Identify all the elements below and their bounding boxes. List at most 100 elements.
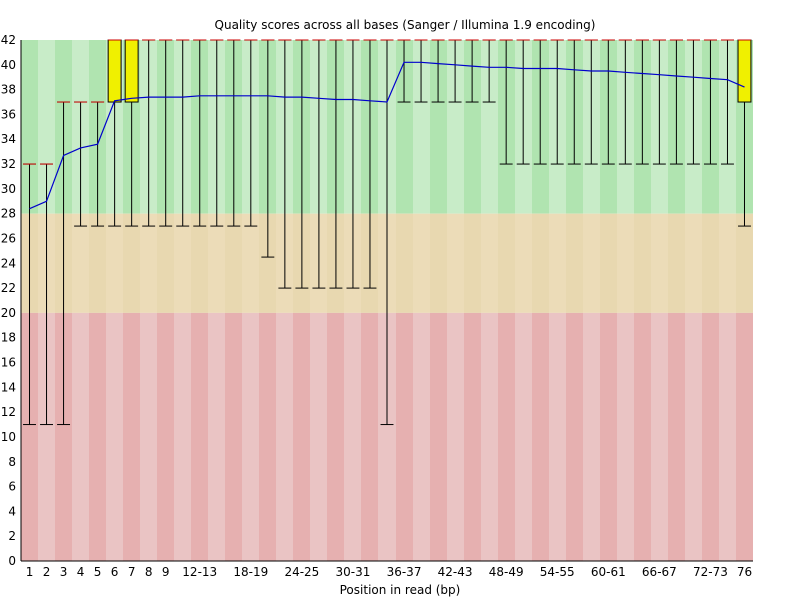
band-reasonable-stripe (685, 213, 702, 313)
band-reasonable-stripe (617, 213, 634, 313)
y-tick-label: 22 (1, 281, 16, 295)
band-reasonable-stripe (447, 213, 464, 313)
band-reasonable-stripe (413, 213, 430, 313)
band-poor-stripe (396, 312, 413, 561)
box (107, 39, 122, 103)
x-tick-label: 1 (26, 565, 34, 579)
medians (23, 39, 751, 165)
x-tick-label: 7 (128, 565, 136, 579)
band-poor-stripe (378, 312, 396, 561)
band-reasonable-stripe (498, 213, 515, 313)
band-poor-stripe (276, 312, 293, 561)
y-tick-label: 30 (1, 182, 16, 196)
band-poor-stripe (157, 312, 174, 561)
band-poor-stripe (634, 312, 651, 561)
x-tick-label: 60-61 (591, 565, 626, 579)
band-poor-stripe (515, 312, 532, 561)
y-tick-label: 0 (8, 554, 16, 568)
band-poor-stripe (430, 312, 447, 561)
band-poor-stripe (293, 312, 310, 561)
band-poor-stripe (566, 312, 583, 561)
band-poor-stripe (361, 312, 378, 561)
y-tick-label: 12 (1, 405, 16, 419)
band-reasonable-stripe (634, 213, 651, 313)
band-reasonable-stripe (174, 213, 191, 313)
band-reasonable-stripe (72, 213, 89, 313)
band-poor-stripe (464, 312, 481, 561)
band-poor-stripe (140, 312, 157, 561)
band-good-stripe (464, 40, 481, 214)
x-axis-label: Position in read (bp) (340, 583, 461, 597)
x-tick-label: 8 (145, 565, 153, 579)
box (737, 39, 752, 103)
band-reasonable-stripe (481, 213, 498, 313)
band-poor-stripe (327, 312, 344, 561)
x-tick-label: 2 (43, 565, 51, 579)
band-reasonable-stripe (532, 213, 549, 313)
x-tick-label: 4 (77, 565, 85, 579)
x-tick-label: 72-73 (693, 565, 728, 579)
x-tick-label: 30-31 (336, 565, 371, 579)
band-reasonable-stripe (208, 213, 225, 313)
x-tick-labels: 1 2 3 4 5 6 7 8 9 12-13 18-19 24-25 30-31 36-37 42-43 4… (26, 565, 752, 579)
band-poor-stripe (668, 312, 685, 561)
band-reasonable-stripe (123, 213, 140, 313)
band-poor-stripe (719, 312, 736, 561)
y-tick-label: 26 (1, 231, 16, 245)
x-tick-label: 9 (162, 565, 170, 579)
band-poor-stripe (191, 312, 208, 561)
band-reasonable-stripe (106, 213, 123, 313)
box (124, 39, 139, 103)
band-reasonable-stripe (566, 213, 583, 313)
band-reasonable-stripe (719, 213, 736, 313)
y-tick-label: 20 (1, 306, 16, 320)
band-reasonable-stripe (396, 213, 413, 313)
band-reasonable-stripe (89, 213, 106, 313)
band-poor-stripe (617, 312, 634, 561)
x-tick-label: 42-43 (438, 565, 473, 579)
band-poor-stripe (498, 312, 515, 561)
mean-line (29, 61, 745, 210)
band-reasonable-stripe (430, 213, 447, 313)
y-tick-label: 18 (1, 331, 16, 345)
band-reasonable-stripe (515, 213, 532, 313)
band-poor-stripe (225, 312, 242, 561)
band-reasonable-stripe (140, 213, 157, 313)
y-tick-label: 14 (1, 380, 16, 394)
band-good-stripe (481, 40, 498, 214)
band-poor-stripe (242, 312, 259, 561)
y-tick-label: 42 (1, 33, 16, 47)
band-reasonable-stripe (702, 213, 719, 313)
band-poor-stripe (38, 312, 55, 561)
band-good-stripe (413, 40, 430, 214)
x-tick-label: 3 (60, 565, 68, 579)
y-tick-label: 40 (1, 58, 16, 72)
band-reasonable-stripe (225, 213, 242, 313)
band-poor-stripe (583, 312, 600, 561)
band-reasonable-stripe (668, 213, 685, 313)
band-poor-stripe (208, 312, 225, 561)
band-poor-stripe (702, 312, 719, 561)
band-reasonable-stripe (736, 213, 753, 313)
y-tick-label: 8 (8, 455, 16, 469)
band-reasonable-stripe (651, 213, 668, 313)
y-tick-label: 2 (8, 529, 16, 543)
band-good-stripe (447, 40, 464, 214)
x-tick-label: 5 (94, 565, 102, 579)
band-reasonable-stripe (600, 213, 617, 313)
y-tick-label: 38 (1, 83, 16, 97)
band-poor-stripe (72, 312, 89, 561)
band-poor-stripe (481, 312, 498, 561)
x-tick-label: 76 (737, 565, 752, 579)
band-good-stripe (38, 40, 55, 214)
band-poor-stripe (310, 312, 327, 561)
x-tick-label: 12-13 (182, 565, 217, 579)
band-poor-stripe (55, 312, 72, 561)
y-tick-label: 24 (1, 256, 16, 270)
y-tick-label: 28 (1, 207, 16, 221)
x-tick-label: 36-37 (387, 565, 422, 579)
band-reasonable-stripe (242, 213, 259, 313)
y-tick-label: 10 (1, 430, 16, 444)
